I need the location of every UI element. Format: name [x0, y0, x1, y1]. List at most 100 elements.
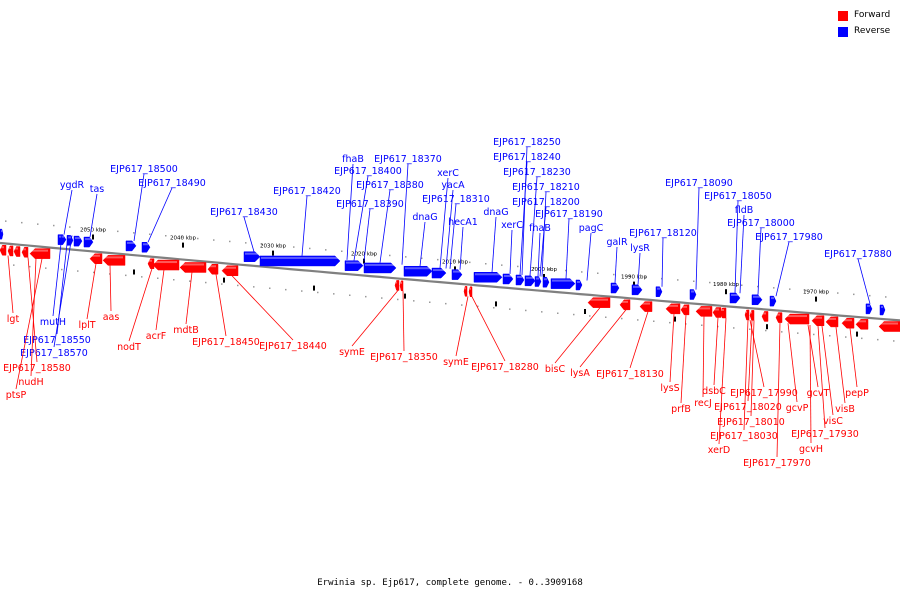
scale-tick-mark [766, 324, 768, 330]
forward-gene-arrow [749, 310, 755, 321]
minor-tick [397, 298, 399, 301]
forward-gene-arrow [744, 309, 750, 321]
reverse-label-leader [614, 246, 618, 283]
reverse-gene-arrow-shine [552, 279, 573, 282]
minor-tick [477, 305, 479, 308]
reverse-gene-arrow-shine [517, 275, 522, 278]
reverse-label-leader [89, 193, 98, 238]
forward-gene-arrow [841, 317, 855, 329]
reverse-gene-label: EJP617_18200 [512, 197, 580, 208]
minor-tick [61, 268, 63, 271]
reverse-gene-arrow [73, 235, 83, 247]
forward-gene-arrow-shine [181, 263, 204, 266]
scale-tick-label: 2030 kbp [260, 244, 286, 250]
reverse-gene-arrow [879, 304, 886, 316]
forward-gene-arrow-shine [23, 248, 26, 251]
minor-tick [93, 271, 95, 274]
minor-tick [109, 273, 111, 275]
forward-gene-label: prfB [671, 404, 691, 415]
reverse-gene-arrow [769, 295, 777, 307]
forward-gene-label: pepP [845, 388, 869, 399]
forward-label-leader [749, 319, 765, 388]
minor-tick [133, 232, 135, 234]
forward-label-leader [215, 274, 227, 337]
minor-tick [365, 295, 367, 298]
reverse-label-leader [857, 258, 871, 304]
forward-gene-arrow-shine [827, 317, 836, 320]
reverse-gene-label: lysR [630, 243, 650, 254]
forward-gene-arrow [855, 319, 869, 330]
forward-gene-label: EJP617_18580 [3, 363, 71, 374]
forward-gene-label: gcvP [786, 403, 809, 414]
forward-gene-arrow [619, 299, 631, 311]
reverse-gene-arrow [610, 282, 620, 294]
reverse-gene-arrow [689, 289, 697, 300]
forward-gene-arrow [13, 246, 21, 257]
reverse-gene-arrow-shine [731, 293, 738, 296]
minor-tick [261, 243, 263, 245]
minor-tick [525, 309, 527, 312]
reverse-gene-label: EJP617_18050 [704, 191, 772, 202]
forward-gene-arrow-shine [104, 256, 123, 259]
forward-label-leader [231, 275, 294, 341]
reverse-gene-arrow [575, 279, 583, 291]
forward-label-leader [807, 324, 819, 388]
forward-gene-arrow [147, 258, 155, 269]
reverse-gene-arrow [473, 272, 503, 283]
scale-tick-mark [454, 266, 456, 272]
forward-gene-arrow [719, 307, 727, 319]
minor-tick [269, 287, 271, 289]
forward-label-leader [30, 258, 37, 377]
minor-tick [589, 315, 591, 317]
minor-tick [765, 329, 767, 332]
forward-gene-label: EJP617_17930 [791, 429, 859, 440]
minor-tick [5, 220, 7, 222]
minor-tick [861, 337, 863, 340]
scale-tick-mark [182, 242, 184, 248]
minor-tick [213, 239, 215, 241]
minor-tick [117, 230, 119, 233]
reverse-gene-arrow [83, 236, 94, 248]
minor-tick [797, 332, 799, 334]
reverse-gene-arrow-shine [475, 273, 500, 276]
reverse-gene-arrow [403, 265, 433, 277]
reverse-gene-label: EJP617_18430 [210, 207, 278, 218]
reverse-label-leader [529, 176, 538, 276]
minor-tick [277, 244, 279, 247]
reverse-gene-arrow-shine [544, 278, 547, 281]
reverse-gene-arrow-shine [261, 256, 338, 259]
forward-gene-arrow [221, 265, 239, 277]
reverse-label-leader [491, 216, 497, 273]
forward-gene-arrow-shine [777, 313, 780, 316]
minor-tick [237, 284, 239, 287]
minor-tick [301, 290, 303, 292]
reverse-label-leader [637, 252, 641, 285]
minor-tick [101, 229, 103, 231]
scale-tick-label: 1970 kbp [803, 290, 829, 296]
forward-label-leader [7, 255, 14, 314]
minor-tick [173, 279, 175, 281]
minor-tick [869, 294, 871, 297]
forward-gene-label: EJP617_18450 [192, 337, 260, 348]
minor-tick [669, 321, 671, 324]
forward-gene-label: symE [339, 347, 365, 358]
reverse-gene-arrow-shine [245, 252, 258, 255]
reverse-gene-arrow [125, 240, 137, 252]
forward-label-leader [750, 320, 755, 417]
forward-label-leader [743, 319, 749, 431]
forward-gene-arrow-shine [470, 287, 471, 290]
forward-gene-label: lysA [570, 368, 590, 379]
minor-tick [733, 327, 735, 329]
scale-tick-label: 2050 kbp [80, 228, 106, 234]
minor-tick [653, 320, 655, 322]
minor-tick [501, 264, 503, 266]
minor-tick [813, 333, 815, 336]
reverse-gene-label: EJP617_17880 [824, 249, 892, 260]
minor-tick [45, 267, 47, 269]
reverse-label-leader [439, 177, 449, 269]
forward-label-leader [776, 322, 781, 458]
minor-tick [493, 307, 495, 309]
forward-gene-label: bisC [545, 364, 566, 375]
reverse-gene-arrow [542, 276, 550, 288]
minor-tick [613, 273, 615, 276]
